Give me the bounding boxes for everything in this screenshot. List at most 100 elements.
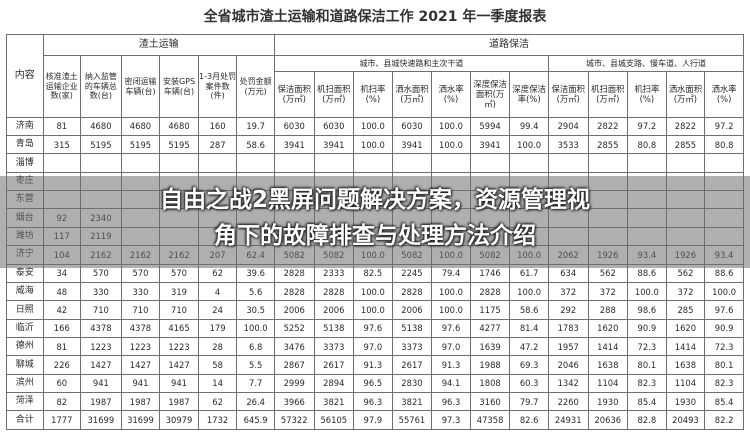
table-cell	[80, 153, 122, 173]
table-cell: 645.9	[236, 410, 275, 430]
table-cell: 1414	[665, 336, 706, 357]
table-cell: 1777	[42, 410, 82, 430]
table-cell: 55761	[391, 410, 433, 430]
table-cell: 99.4	[509, 116, 549, 137]
table-cell: 6030	[313, 116, 355, 137]
table-cell: 1620	[665, 318, 706, 338]
table-cell: 30979	[159, 410, 199, 430]
table-cell: 60.3	[509, 373, 549, 394]
table-cell: 2855	[587, 134, 629, 155]
table-cell	[665, 153, 706, 173]
table-cell: 58	[197, 355, 238, 375]
table-cell: 56105	[313, 410, 355, 430]
table-cell: 100.0	[353, 281, 393, 302]
column-header: 深度保洁率(%)	[509, 70, 549, 118]
table-cell: 3821	[391, 392, 433, 412]
table-cell	[236, 153, 275, 173]
table-cell: 2830	[391, 373, 433, 394]
table-cell: 100.0	[431, 134, 471, 155]
table-row: 济南 81 4680 4680 4680 160 19.7 6030 6030 100.0 6030…	[6, 116, 744, 137]
content-header: 内容	[6, 34, 44, 118]
table-cell: 6030	[273, 116, 315, 137]
table-row: 日照 42 710 710 710 24 30.5 2006 2006 100.0 2006 100.…	[6, 300, 744, 320]
table-cell: 3373	[391, 336, 433, 357]
table-cell: 3941	[469, 134, 511, 155]
table-cell: 2828	[273, 281, 315, 302]
table-cell: 5994	[469, 116, 511, 137]
table-cell: 60	[42, 373, 82, 394]
table-cell: 81.4	[509, 318, 549, 338]
table-cell	[120, 153, 161, 173]
table-cell: 941	[159, 373, 199, 394]
table-cell	[627, 153, 667, 173]
table-cell: 1987	[80, 392, 122, 412]
table-cell: 97.0	[431, 336, 471, 357]
subgroup-header-county: 城市、县城支路、慢车道、人行道	[547, 55, 745, 72]
table-cell: 4378	[80, 318, 122, 338]
table-cell: 48	[42, 281, 82, 302]
column-header: 1-3月处罚案件数(件)	[197, 55, 238, 118]
table-cell: 31699	[120, 410, 161, 430]
table-cell: 1987	[120, 392, 161, 412]
table-cell: 330	[80, 281, 122, 302]
table-cell: 100.0	[704, 281, 744, 302]
row-label: 合计	[6, 410, 44, 430]
table-cell: 97.2	[627, 116, 667, 137]
table-cell: 91.3	[353, 355, 393, 375]
table-cell: 2046	[547, 355, 589, 375]
table-cell: 315	[42, 134, 82, 155]
table-cell: 20636	[587, 410, 629, 430]
table-cell: 94.1	[431, 373, 471, 394]
table-cell: 3941	[313, 134, 355, 155]
table-cell: 69.3	[509, 355, 549, 375]
table-cell: 82.3	[704, 373, 744, 394]
table-cell: 3941	[391, 134, 433, 155]
table-row: 青岛 315 5195 5195 5195 287 58.6 3941 3941 100.0 394…	[6, 134, 744, 155]
table-cell: 372	[547, 281, 589, 302]
table-cell: 941	[80, 373, 122, 394]
table-cell: 372	[587, 281, 629, 302]
table-cell: 1732	[197, 410, 238, 430]
table-cell: 941	[120, 373, 161, 394]
table-cell: 2822	[665, 116, 706, 137]
table-cell: 3821	[313, 392, 355, 412]
table-cell: 4680	[120, 116, 161, 137]
group-header-dump: 渣土运输	[42, 33, 275, 57]
row-label: 威海	[6, 281, 44, 302]
table-cell: 1987	[159, 392, 199, 412]
table-row: 淄博	[6, 153, 744, 173]
table-cell: 372	[665, 281, 706, 302]
table-cell: 57322	[273, 410, 315, 430]
table-cell: 91.3	[431, 355, 471, 375]
row-label: 菏泽	[6, 392, 44, 412]
table-cell: 97.6	[431, 318, 471, 338]
table-cell: 96.3	[353, 392, 393, 412]
table-cell: 85.4	[704, 392, 744, 412]
table-cell: 1639	[469, 336, 511, 357]
table-cell: 97.9	[353, 410, 393, 430]
table-cell: 3373	[313, 336, 355, 357]
overlay-title: 自由之战2黑屏问题解决方案，资源管理视 角下的故障排查与处理方法介绍	[40, 182, 710, 254]
column-header: 洒水率(%)	[431, 70, 471, 118]
row-label: 聊城	[6, 355, 44, 375]
column-header: 核准渣土运输企业数(家)	[42, 55, 82, 118]
table-cell: 2260	[547, 392, 589, 412]
column-header: 安装GPS车辆(台)	[159, 55, 199, 118]
table-cell: 7.7	[236, 373, 275, 394]
table-cell: 62	[197, 392, 238, 412]
table-cell: 80.8	[704, 134, 744, 155]
table-cell: 2006	[273, 300, 315, 320]
table-cell: 82	[42, 392, 82, 412]
table-cell: 179	[197, 318, 238, 338]
table-cell: 3941	[273, 134, 315, 155]
table-cell: 3160	[469, 392, 511, 412]
table-cell: 30.5	[236, 300, 275, 320]
column-header: 洒水面积(万㎡)	[391, 70, 433, 118]
table-cell: 2855	[665, 134, 706, 155]
table-cell: 4680	[159, 116, 199, 137]
table-cell	[704, 153, 744, 173]
table-cell: 2617	[313, 355, 355, 375]
table-row: 临沂 166 4378 4378 4165 179 100.0 5252 5138 97.6 513…	[6, 318, 744, 338]
table-cell: 28	[197, 336, 238, 357]
table-cell: 1638	[665, 355, 706, 375]
